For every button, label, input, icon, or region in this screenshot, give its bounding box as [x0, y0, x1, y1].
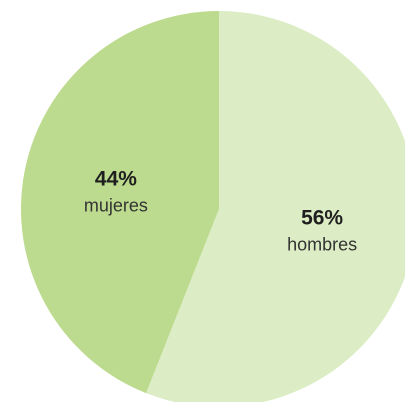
slice-label-mujeres: mujeres	[84, 195, 148, 215]
slice-label-group-mujeres: 44% mujeres	[84, 167, 148, 215]
slice-percent-hombres: 56%	[301, 207, 343, 230]
pie-slices	[21, 11, 405, 402]
slice-label-group-hombres: 56% hombres	[287, 207, 357, 255]
pie-slice-hombres	[146, 11, 405, 402]
pie-slice-mujeres	[21, 11, 219, 394]
slice-label-hombres: hombres	[287, 235, 357, 255]
pie-labels: 56% hombres 44% mujeres	[84, 167, 357, 254]
slice-percent-mujeres: 44%	[95, 167, 137, 190]
